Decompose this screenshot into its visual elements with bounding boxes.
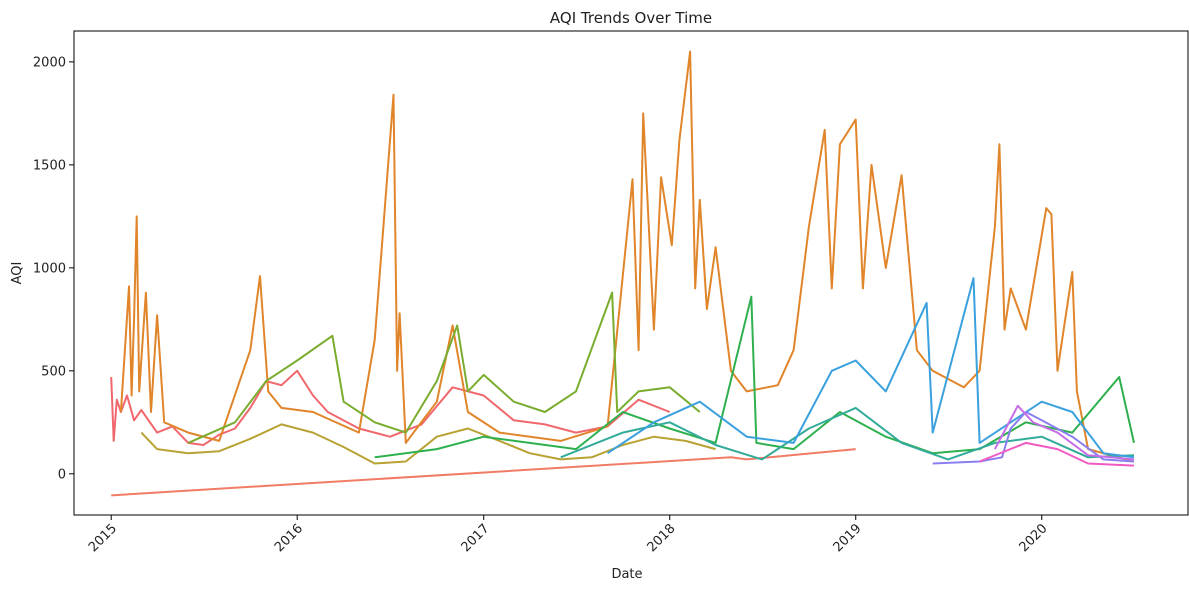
series-line-7 [560, 406, 1135, 461]
x-axis-ticks: 2015 2016 2017 2018 2019 2020 [86, 515, 1051, 555]
y-axis-title: AQI [10, 262, 25, 285]
x-tick-label-2017: 2017 [459, 521, 493, 555]
chart-title: AQI Trends Over Time [550, 9, 712, 27]
series-line-11 [979, 441, 1135, 467]
plot-frame [73, 30, 1189, 516]
series-line-6 [374, 295, 1135, 459]
y-tick-label-1000: 1000 [33, 261, 66, 276]
series-line-5 [187, 291, 701, 444]
y-tick-label-0: 0 [58, 467, 66, 482]
y-tick-label-2000: 2000 [33, 55, 66, 70]
series-line-8 [607, 277, 1135, 459]
x-tick-label-2019: 2019 [831, 521, 865, 555]
series-line-3 [119, 50, 1135, 463]
x-axis-title: Date [611, 567, 642, 582]
y-axis-ticks: 0 500 1000 1500 2000 [33, 55, 74, 482]
y-tick-label-500: 500 [41, 364, 66, 379]
series-line-9 [932, 411, 1135, 465]
x-tick-label-2015: 2015 [86, 521, 120, 555]
series-line-10 [994, 404, 1135, 461]
x-tick-label-2016: 2016 [272, 521, 306, 555]
x-tick-label-2020: 2020 [1017, 521, 1051, 555]
plot-lines [110, 50, 1135, 497]
series-line-1 [110, 369, 671, 446]
y-tick-label-1500: 1500 [33, 158, 66, 173]
series-line-2 [111, 448, 856, 497]
x-tick-label-2018: 2018 [645, 521, 679, 555]
